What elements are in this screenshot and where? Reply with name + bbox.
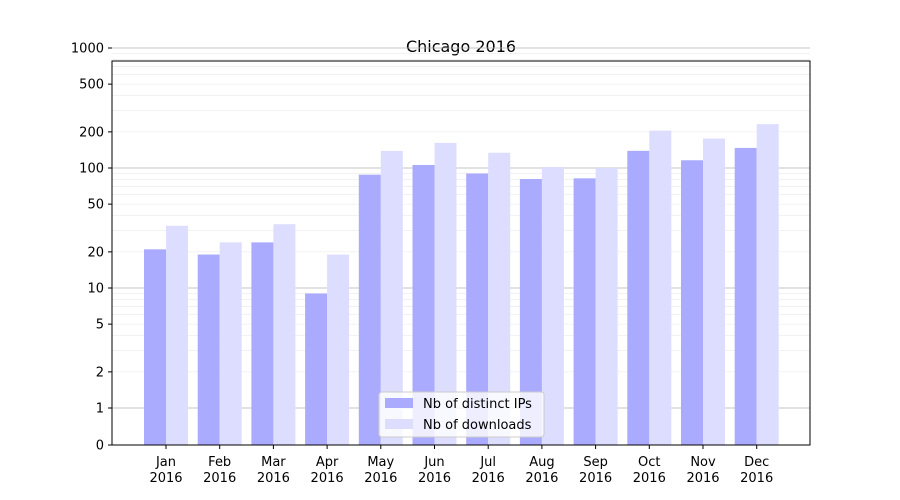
bar-distinct-ips (358, 174, 381, 445)
x-tick-label-year: 2016 (418, 471, 451, 486)
y-tick-label: 50 (87, 198, 104, 213)
x-tick-label-month: Nov (690, 455, 716, 470)
y-tick-label: 20 (87, 245, 104, 260)
bar-distinct-ips (144, 249, 166, 445)
x-tick-label-month: Apr (316, 455, 339, 470)
bar-distinct-ips (681, 160, 703, 445)
x-tick-label-month: Jan (155, 455, 176, 470)
bar-downloads (595, 168, 618, 445)
y-tick-label: 2 (96, 365, 104, 380)
x-tick-label-year: 2016 (149, 471, 182, 486)
legend: Nb of distinct IPs Nb of downloads (378, 391, 545, 438)
bar-distinct-ips (573, 178, 596, 445)
bar-downloads (273, 224, 296, 445)
x-tick-label-month: Mar (261, 455, 286, 470)
bar-distinct-ips (466, 173, 489, 445)
bar-distinct-ips (412, 164, 435, 445)
y-tick-label: 0 (96, 439, 104, 454)
legend-label: Nb of distinct IPs (423, 397, 532, 412)
bars (144, 124, 779, 446)
x-tick-label-year: 2016 (472, 471, 505, 486)
bar-distinct-ips (734, 147, 757, 445)
bar-downloads (166, 225, 188, 445)
x-tick-label-month: May (367, 455, 394, 470)
bar-distinct-ips (197, 254, 220, 445)
y-tick-label: 1 (96, 402, 104, 417)
x-tick-label-year: 2016 (686, 471, 719, 486)
bar-downloads (649, 130, 672, 445)
bar-downloads (541, 166, 564, 446)
legend-box (378, 391, 545, 438)
y-tick-label: 200 (79, 125, 104, 140)
bar-downloads (434, 142, 457, 445)
legend-swatch (385, 398, 413, 408)
x-tick-label-year: 2016 (525, 471, 558, 486)
y-tick-label: 500 (79, 78, 104, 93)
x-tick-label-month: Jun (423, 455, 444, 470)
x-tick-label-month: Sep (583, 455, 608, 470)
x-tick-label-year: 2016 (633, 471, 666, 486)
x-tick-label-month: Oct (638, 455, 660, 470)
bar-distinct-ips (251, 242, 274, 445)
legend-label: Nb of downloads (423, 418, 532, 433)
x-tick-label-year: 2016 (257, 471, 290, 486)
bar-downloads (703, 138, 725, 445)
y-axis: 0 1 2 5 10 20 50 100 200 500 1000 (71, 42, 112, 454)
bar-distinct-ips (305, 293, 328, 445)
bar-downloads (756, 124, 779, 445)
bar-downloads (327, 254, 350, 445)
x-axis: Jan2016Feb2016Mar2016Apr2016May2016Jun20… (149, 445, 773, 486)
x-tick-label-month: Aug (529, 455, 554, 470)
y-tick-label: 10 (87, 282, 104, 297)
x-tick-label-month: Dec (744, 455, 769, 470)
x-tick-label-year: 2016 (579, 471, 612, 486)
plot-frame (111, 60, 811, 446)
bar-distinct-ips (627, 150, 650, 445)
bar-downloads (488, 152, 511, 445)
y-tick-label: 1000 (71, 42, 104, 57)
bar-downloads (380, 150, 403, 445)
y-tick-label: 5 (96, 318, 104, 333)
x-tick-label-year: 2016 (203, 471, 236, 486)
bar-downloads (219, 242, 242, 445)
x-tick-label-year: 2016 (311, 471, 344, 486)
y-tick-label: 100 (79, 162, 104, 177)
legend-swatch (385, 419, 413, 429)
chart-title: Chicago 2016 (406, 37, 516, 56)
x-tick-label-year: 2016 (740, 471, 773, 486)
x-tick-label-month: Feb (208, 455, 231, 470)
bar-distinct-ips (519, 178, 542, 445)
x-tick-label-year: 2016 (364, 471, 397, 486)
x-tick-label-month: Jul (479, 455, 496, 470)
